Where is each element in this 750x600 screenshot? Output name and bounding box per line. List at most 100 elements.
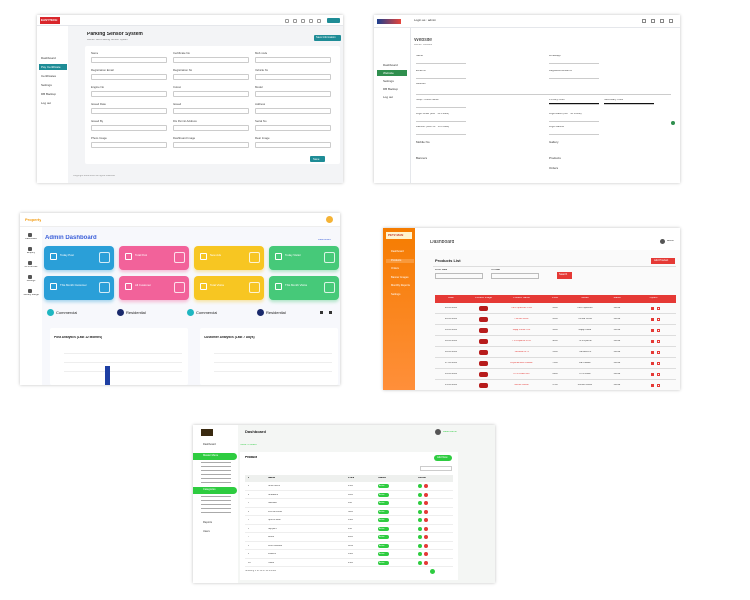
tab[interactable]: Residential: [266, 311, 286, 315]
input[interactable]: [549, 59, 599, 64]
stat-card[interactable]: Today Post: [44, 246, 114, 270]
nav-item[interactable]: DB Backup: [383, 86, 399, 91]
stat-card[interactable]: All Customer: [119, 276, 189, 300]
nav-item[interactable]: Enquiry: [26, 252, 36, 254]
edit-icon[interactable]: [651, 307, 654, 310]
edit-icon[interactable]: [418, 535, 422, 539]
edit-icon[interactable]: [651, 329, 654, 332]
search-button[interactable]: Search: [557, 272, 572, 279]
input[interactable]: [255, 142, 331, 148]
delete-icon[interactable]: [657, 329, 660, 332]
edit-icon[interactable]: [651, 373, 654, 376]
input[interactable]: [173, 125, 249, 131]
delete-icon[interactable]: [657, 351, 660, 354]
input[interactable]: [255, 57, 331, 63]
nav-item[interactable]: Settings: [391, 292, 401, 296]
delete-icon[interactable]: [424, 552, 428, 556]
add-button[interactable]: Add New: [434, 455, 452, 461]
delete-icon[interactable]: [657, 362, 660, 365]
stat-card[interactable]: This Month Visitor: [269, 276, 339, 300]
nav-item[interactable]: Dashboard: [383, 62, 398, 67]
nav-item[interactable]: Categories: [193, 487, 237, 494]
input[interactable]: [549, 117, 599, 122]
nav-item[interactable]: Settings: [26, 280, 36, 282]
nav-item[interactable]: Society Range: [23, 294, 39, 296]
nav-item[interactable]: Certificates: [41, 73, 57, 78]
nav-item[interactable]: Dashboard: [203, 443, 216, 446]
input[interactable]: [91, 57, 167, 63]
tab[interactable]: Commercial: [196, 311, 218, 315]
input[interactable]: [91, 91, 167, 97]
input[interactable]: [255, 74, 331, 80]
nav-item[interactable]: Dashboard: [25, 238, 37, 240]
icon[interactable]: [642, 19, 646, 23]
edit-icon[interactable]: [418, 526, 422, 531]
icon[interactable]: [301, 19, 305, 23]
edit-icon[interactable]: [418, 518, 422, 522]
nav-item[interactable]: All Post Ads: [24, 266, 38, 268]
arrow[interactable]: [320, 311, 323, 314]
edit-icon[interactable]: [651, 384, 654, 387]
delete-icon[interactable]: [657, 373, 660, 376]
input[interactable]: [173, 108, 249, 114]
search-input[interactable]: [420, 466, 452, 471]
delete-icon[interactable]: [424, 543, 428, 548]
date-input[interactable]: [435, 273, 483, 279]
delete-icon[interactable]: [657, 340, 660, 343]
edit-icon[interactable]: [651, 362, 654, 365]
input[interactable]: [91, 125, 167, 131]
submit-button[interactable]: Save: [310, 156, 325, 162]
edit-icon[interactable]: [418, 560, 422, 565]
input[interactable]: [549, 74, 599, 79]
nav-icon[interactable]: [28, 275, 32, 279]
stat-card[interactable]: Total Visitor: [194, 276, 264, 300]
input[interactable]: [549, 130, 599, 135]
delete-icon[interactable]: [424, 526, 428, 531]
action-button[interactable]: Save Information: [314, 35, 341, 41]
icon[interactable]: [651, 19, 655, 23]
icon[interactable]: [293, 19, 297, 23]
input[interactable]: [416, 59, 466, 64]
date-input[interactable]: [491, 273, 539, 279]
nav-item[interactable]: Pay Certificate: [39, 64, 67, 70]
delete-icon[interactable]: [657, 307, 660, 310]
stat-card[interactable]: Total Post: [119, 246, 189, 270]
edit-icon[interactable]: [418, 492, 422, 497]
icon[interactable]: [660, 19, 664, 23]
input[interactable]: [173, 57, 249, 63]
nav-icon[interactable]: [28, 233, 32, 237]
input[interactable]: [416, 87, 671, 95]
delete-icon[interactable]: [424, 509, 428, 514]
login-btn[interactable]: [327, 18, 340, 23]
stat-card[interactable]: New Ads: [194, 246, 264, 270]
nav-item[interactable]: Reports: [203, 521, 213, 524]
input[interactable]: [173, 74, 249, 80]
nav-item[interactable]: Log out: [383, 94, 394, 99]
input[interactable]: [255, 108, 331, 114]
delete-icon[interactable]: [657, 384, 660, 387]
input[interactable]: [91, 74, 167, 80]
edit-icon[interactable]: [418, 501, 422, 505]
edit-icon[interactable]: [418, 543, 422, 548]
input[interactable]: [255, 91, 331, 97]
icon[interactable]: [317, 19, 321, 23]
input[interactable]: [91, 108, 167, 114]
input[interactable]: [416, 74, 466, 79]
nav-icon[interactable]: [28, 289, 32, 293]
edit-icon[interactable]: [651, 351, 654, 354]
pagination[interactable]: [430, 569, 435, 574]
nav-item[interactable]: Banner Images: [391, 275, 409, 279]
icon[interactable]: [309, 19, 313, 23]
edit-icon[interactable]: [418, 509, 422, 514]
nav-item[interactable]: Dashboard: [41, 55, 56, 60]
arrow[interactable]: [329, 311, 332, 314]
delete-icon[interactable]: [424, 518, 428, 522]
stat-card[interactable]: This Month Customer: [44, 276, 114, 300]
delete-icon[interactable]: [424, 535, 428, 539]
nav-item[interactable]: DB Backup: [41, 91, 57, 96]
edit-icon[interactable]: [418, 552, 422, 556]
nav-icon[interactable]: [28, 261, 32, 265]
input[interactable]: [416, 117, 466, 122]
nav-item[interactable]: Dashboard: [391, 250, 404, 253]
nav-item[interactable]: Users: [203, 530, 210, 533]
